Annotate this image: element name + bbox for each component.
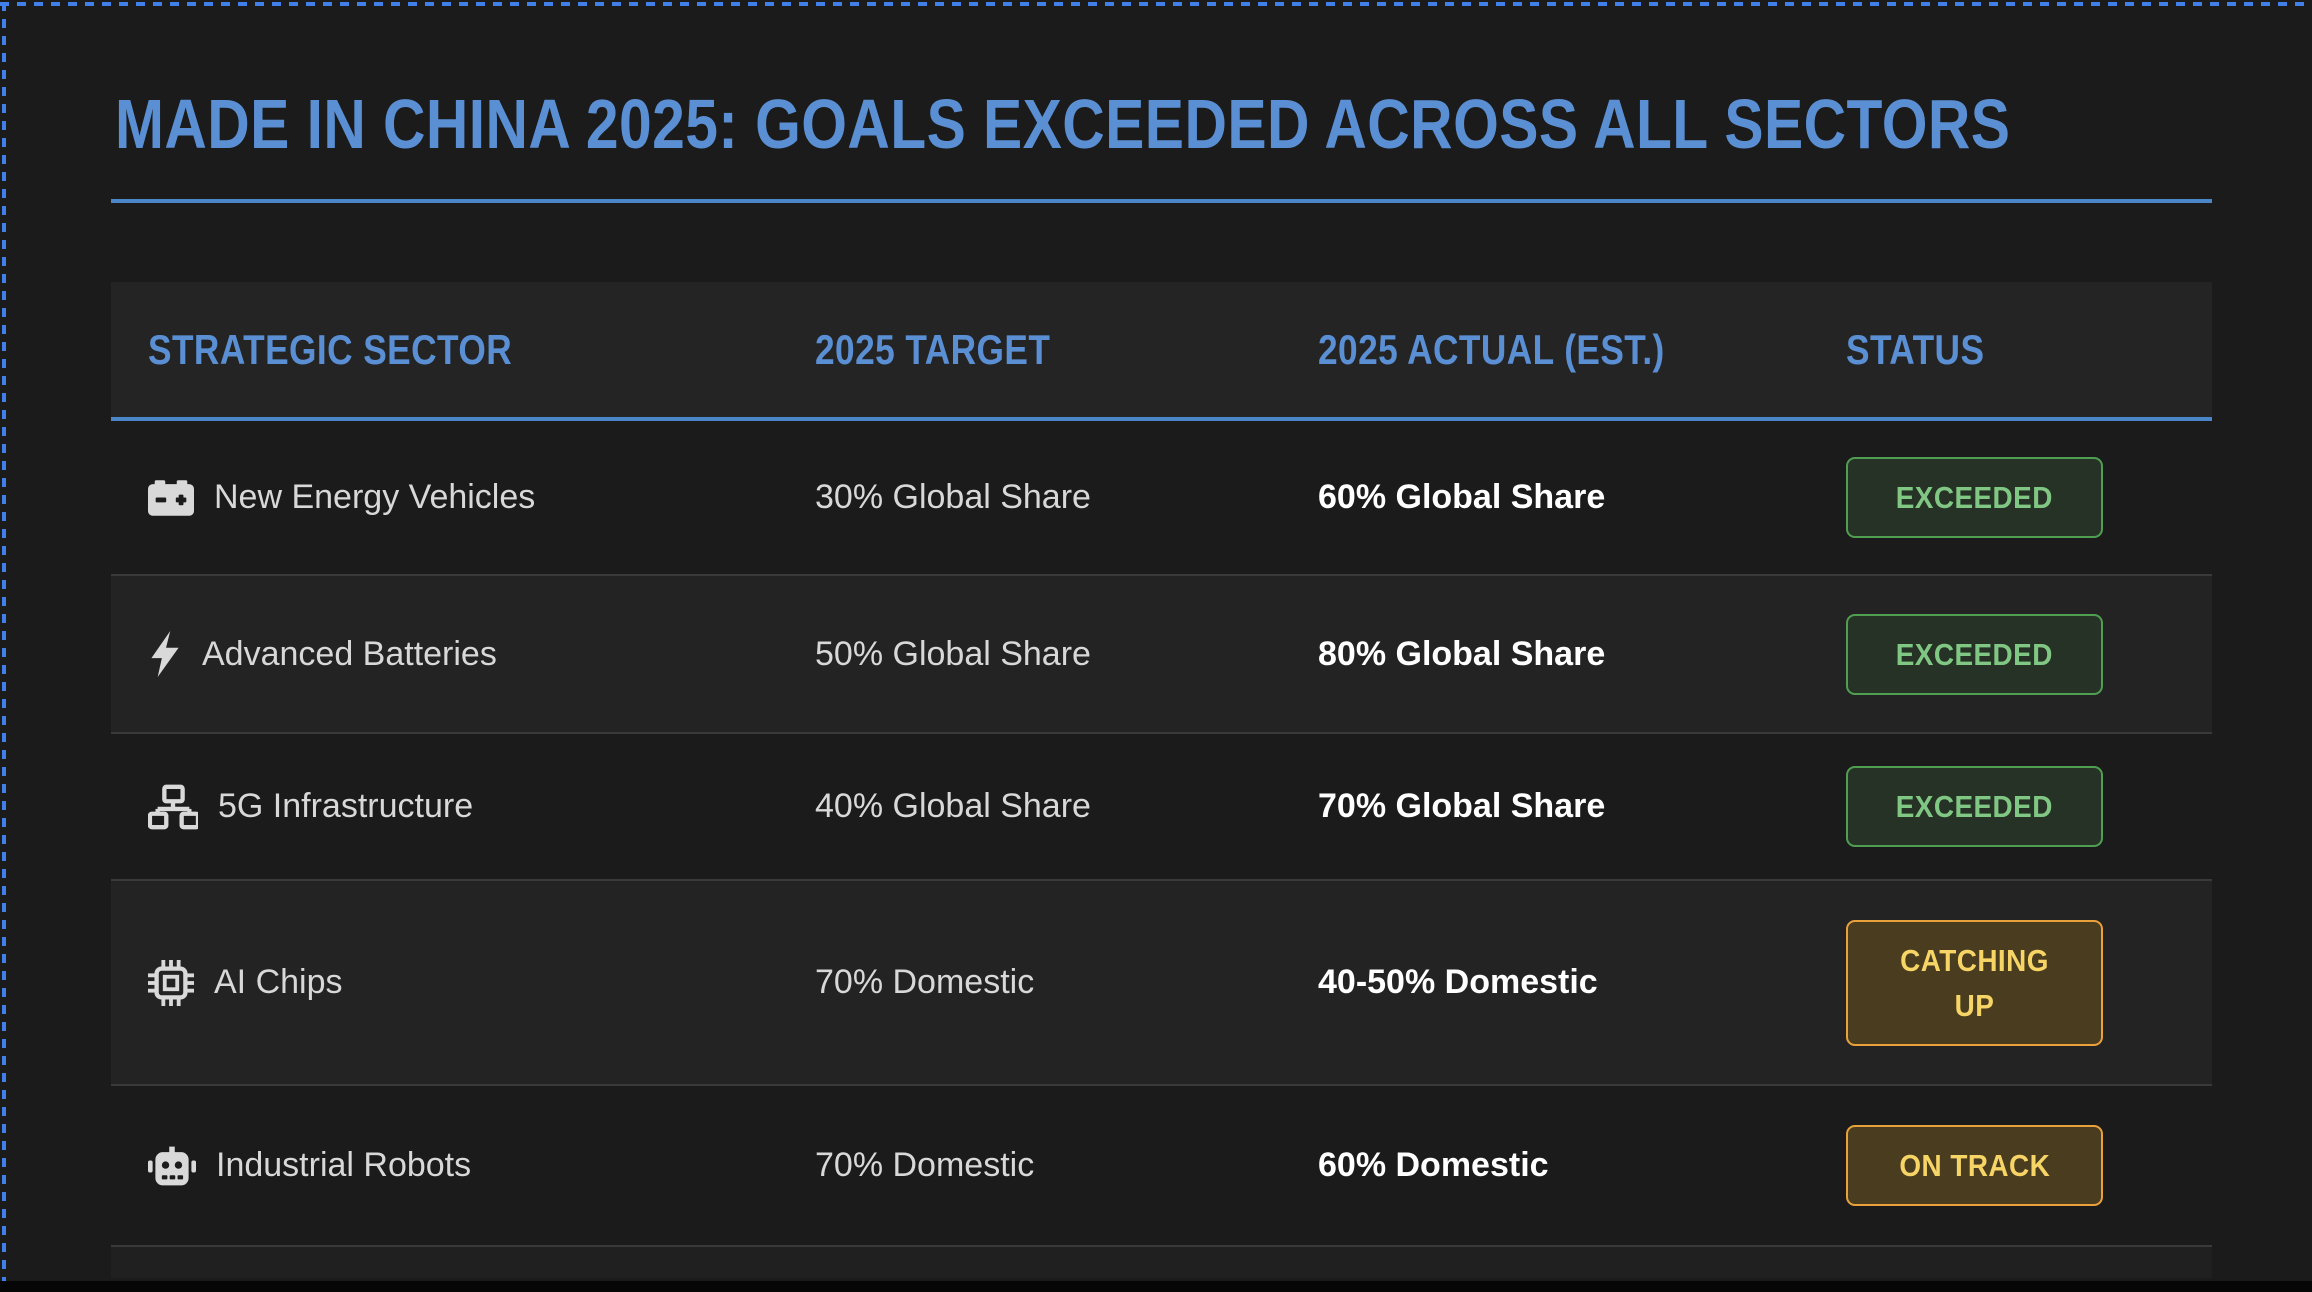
sectors-table: STRATEGIC SECTOR 2025 TARGET 2025 ACTUAL… bbox=[111, 282, 2212, 1278]
table-row-clipped bbox=[111, 1245, 2212, 1278]
target-value: 40% Global Share bbox=[815, 787, 1091, 825]
actual-value: 60% Global Share bbox=[1318, 478, 1606, 516]
microchip-icon bbox=[148, 959, 194, 1006]
page-title: MADE IN CHINA 2025: GOALS EXCEEDED ACROS… bbox=[115, 84, 2312, 164]
column-header-sector: STRATEGIC SECTOR bbox=[148, 325, 513, 373]
table-header-row: STRATEGIC SECTOR 2025 TARGET 2025 ACTUAL… bbox=[111, 282, 2212, 421]
column-header-status: STATUS bbox=[1846, 325, 1985, 373]
status-badge: EXCEEDED bbox=[1846, 457, 2103, 538]
target-value: 50% Global Share bbox=[815, 634, 1091, 673]
target-value: 70% Domestic bbox=[815, 1146, 1035, 1184]
sector-label: 5G Infrastructure bbox=[218, 787, 474, 825]
screen-bottom-edge bbox=[0, 1281, 2312, 1292]
status-badge: EXCEEDED bbox=[1846, 613, 2103, 695]
status-badge: EXCEEDED bbox=[1846, 766, 2103, 847]
car-battery-icon bbox=[148, 479, 194, 516]
actual-value: 70% Global Share bbox=[1318, 787, 1606, 825]
network-icon bbox=[148, 783, 198, 831]
lightning-bolt-icon bbox=[148, 631, 182, 677]
target-value: 70% Domestic bbox=[815, 963, 1035, 1001]
table-row: Advanced Batteries 50% Global Share 80% … bbox=[111, 574, 2212, 732]
sector-label: Advanced Batteries bbox=[202, 634, 497, 673]
actual-value: 40-50% Domestic bbox=[1318, 963, 1598, 1001]
page-title-text: MADE IN CHINA 2025: GOALS EXCEEDED ACROS… bbox=[115, 85, 2011, 163]
column-header-target: 2025 TARGET bbox=[815, 325, 1051, 373]
actual-value: 60% Domestic bbox=[1318, 1146, 1549, 1184]
selection-marquee-top bbox=[0, 2, 2312, 6]
table-row: Industrial Robots 70% Domestic 60% Domes… bbox=[111, 1084, 2212, 1245]
table-row: New Energy Vehicles 30% Global Share 60%… bbox=[111, 421, 2212, 574]
title-underline bbox=[111, 199, 2212, 203]
sector-label: New Energy Vehicles bbox=[214, 478, 536, 516]
actual-value: 80% Global Share bbox=[1318, 634, 1606, 673]
robot-icon bbox=[148, 1144, 196, 1188]
sector-label: AI Chips bbox=[214, 963, 343, 1001]
column-header-actual: 2025 ACTUAL (EST.) bbox=[1318, 325, 1665, 373]
sector-label: Industrial Robots bbox=[216, 1146, 472, 1184]
table-row: AI Chips 70% Domestic 40-50% Domestic CA… bbox=[111, 879, 2212, 1084]
status-badge: ON TRACK bbox=[1846, 1125, 2103, 1206]
selection-marquee-left bbox=[2, 2, 6, 1283]
table-row: 5G Infrastructure 40% Global Share 70% G… bbox=[111, 732, 2212, 879]
target-value: 30% Global Share bbox=[815, 478, 1091, 516]
status-badge: CATCHING UP bbox=[1846, 919, 2103, 1046]
